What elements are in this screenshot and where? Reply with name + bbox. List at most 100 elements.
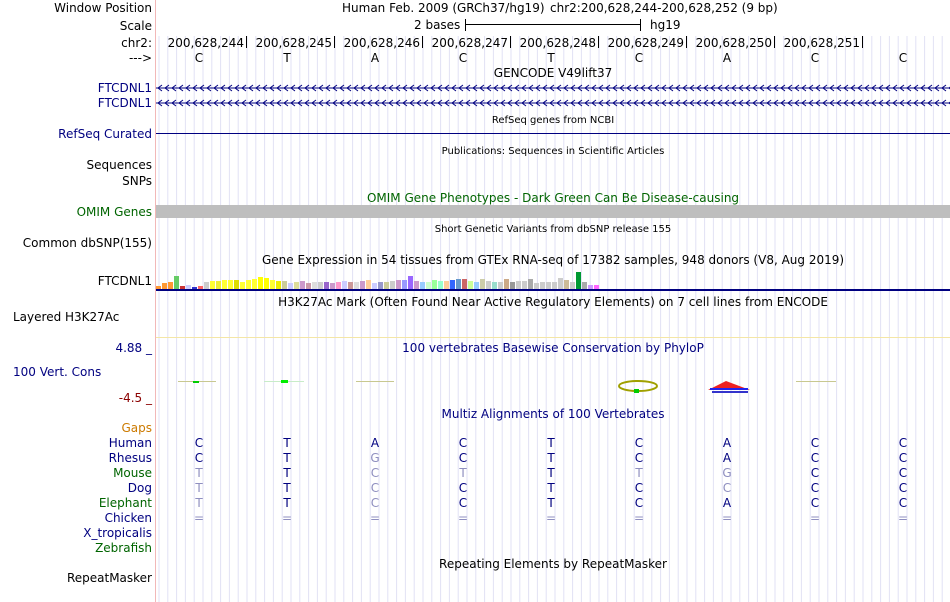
gtex-tissue-bar[interactable]	[258, 277, 263, 289]
gtex-tissue-bar[interactable]	[246, 280, 251, 289]
refseq-track-title[interactable]: RefSeq genes from NCBI	[491, 115, 615, 126]
gtex-tissue-bar[interactable]	[546, 282, 551, 289]
omim-gene-bar[interactable]	[156, 205, 950, 218]
gtex-tissue-bar[interactable]	[336, 282, 341, 289]
gtex-tissue-bar[interactable]	[180, 286, 185, 289]
repeatmasker-label[interactable]: RepeatMasker	[66, 571, 152, 585]
gtex-tissue-bar[interactable]	[282, 281, 287, 289]
gaps-label[interactable]: Gaps	[121, 421, 152, 435]
gtex-tissue-bar[interactable]	[534, 283, 539, 289]
h3k27ac-label[interactable]: Layered H3K27Ac	[13, 310, 120, 324]
gtex-tissue-bar[interactable]	[402, 280, 407, 289]
gtex-tissue-bar[interactable]	[240, 282, 245, 289]
gtex-tissue-bar[interactable]	[252, 279, 257, 289]
gtex-tissue-bar[interactable]	[582, 282, 587, 289]
gtex-tissue-bar[interactable]	[210, 281, 215, 289]
gencode-track-title[interactable]: GENCODE V49lift37	[493, 66, 613, 80]
gtex-tissue-bar[interactable]	[390, 281, 395, 289]
gtex-gene-label[interactable]: FTCDNL1	[97, 274, 152, 288]
species-label-zebrafish[interactable]: Zebrafish	[95, 541, 152, 555]
gtex-tissue-bar[interactable]	[558, 278, 563, 289]
gene-model-ftcdnl1-1[interactable]	[156, 81, 950, 95]
refseq-gene-line[interactable]	[156, 133, 950, 134]
gtex-tissue-bar[interactable]	[498, 282, 503, 289]
gtex-tissue-bar[interactable]	[396, 280, 401, 289]
gtex-tissue-bar[interactable]	[276, 281, 281, 289]
omim-track-title[interactable]: OMIM Gene Phenotypes - Dark Green Can Be…	[366, 191, 740, 205]
gtex-tissue-bar[interactable]	[588, 285, 593, 289]
gtex-tissue-bar[interactable]	[564, 280, 569, 289]
gtex-tissue-bar[interactable]	[372, 283, 377, 289]
gtex-tissue-bar[interactable]	[354, 282, 359, 289]
species-label-dog[interactable]: Dog	[127, 481, 152, 495]
gtex-tissue-bar[interactable]	[522, 281, 527, 289]
gtex-tissue-bar[interactable]	[492, 282, 497, 289]
gene-label-ftcdnl1-1[interactable]: FTCDNL1	[97, 81, 152, 95]
gtex-tissue-bar[interactable]	[288, 283, 293, 289]
gtex-tissue-bar[interactable]	[156, 286, 161, 289]
species-label-x_tropicalis[interactable]: X_tropicalis	[83, 526, 152, 540]
gtex-tissue-bar[interactable]	[552, 282, 557, 289]
refseq-label[interactable]: RefSeq Curated	[58, 127, 152, 141]
sequences-label[interactable]: Sequences	[86, 158, 152, 172]
conservation-plot[interactable]	[156, 372, 950, 396]
gtex-expression-bars[interactable]	[156, 266, 950, 289]
gtex-tissue-bar[interactable]	[294, 282, 299, 289]
gtex-tissue-bar[interactable]	[228, 280, 233, 289]
gtex-tissue-bar[interactable]	[312, 282, 317, 289]
gtex-tissue-bar[interactable]	[204, 282, 209, 289]
gtex-tissue-bar[interactable]	[540, 282, 545, 289]
gtex-tissue-bar[interactable]	[162, 283, 167, 289]
gtex-tissue-bar[interactable]	[192, 287, 197, 289]
gtex-tissue-bar[interactable]	[444, 281, 449, 289]
gtex-tissue-bar[interactable]	[378, 282, 383, 289]
gtex-tissue-bar[interactable]	[480, 279, 485, 289]
gtex-tissue-bar[interactable]	[504, 279, 509, 289]
publications-track-title[interactable]: Publications: Sequences in Scientific Ar…	[441, 146, 665, 157]
species-label-chicken[interactable]: Chicken	[104, 511, 152, 525]
gtex-tissue-bar[interactable]	[300, 281, 305, 289]
species-label-rhesus[interactable]: Rhesus	[108, 451, 152, 465]
gtex-tissue-bar[interactable]	[222, 280, 227, 289]
gtex-tissue-bar[interactable]	[318, 282, 323, 289]
gtex-tissue-bar[interactable]	[198, 286, 203, 289]
gtex-tissue-bar[interactable]	[528, 279, 533, 289]
gtex-track-title[interactable]: Gene Expression in 54 tissues from GTEx …	[261, 253, 845, 267]
gtex-tissue-bar[interactable]	[576, 272, 581, 289]
gtex-tissue-bar[interactable]	[360, 281, 365, 289]
gtex-tissue-bar[interactable]	[474, 282, 479, 289]
gtex-tissue-bar[interactable]	[348, 282, 353, 289]
snps-label[interactable]: SNPs	[122, 174, 152, 188]
gtex-tissue-bar[interactable]	[168, 282, 173, 289]
dbsnp-track-title[interactable]: Short Genetic Variants from dbSNP releas…	[434, 224, 672, 235]
cons-label[interactable]: 100 Vert. Cons	[13, 365, 102, 379]
gtex-tissue-bar[interactable]	[570, 282, 575, 289]
gtex-tissue-bar[interactable]	[426, 282, 431, 289]
gtex-tissue-bar[interactable]	[408, 276, 413, 289]
gtex-tissue-bar[interactable]	[516, 281, 521, 289]
gene-label-ftcdnl1-2[interactable]: FTCDNL1	[97, 96, 152, 110]
gtex-tissue-bar[interactable]	[456, 279, 461, 289]
gtex-tissue-bar[interactable]	[468, 281, 473, 289]
gtex-tissue-bar[interactable]	[270, 280, 275, 289]
species-label-mouse[interactable]: Mouse	[113, 466, 152, 480]
gtex-tissue-bar[interactable]	[306, 283, 311, 289]
gtex-tissue-bar[interactable]	[438, 281, 443, 289]
species-label-elephant[interactable]: Elephant	[98, 496, 152, 510]
gtex-tissue-bar[interactable]	[594, 285, 599, 289]
gtex-tissue-bar[interactable]	[324, 282, 329, 289]
gtex-tissue-bar[interactable]	[174, 276, 179, 289]
gtex-tissue-bar[interactable]	[186, 285, 191, 289]
gtex-tissue-bar[interactable]	[450, 280, 455, 289]
gtex-tissue-bar[interactable]	[216, 281, 221, 289]
omim-genes-label[interactable]: OMIM Genes	[76, 205, 152, 219]
gtex-tissue-bar[interactable]	[342, 281, 347, 289]
phylop-track-title[interactable]: 100 vertebrates Basewise Conservation by…	[402, 341, 704, 355]
gtex-tissue-bar[interactable]	[234, 280, 239, 289]
gene-model-ftcdnl1-2[interactable]	[156, 96, 950, 110]
gtex-tissue-bar[interactable]	[264, 278, 269, 289]
gtex-tissue-bar[interactable]	[330, 283, 335, 289]
gtex-tissue-bar[interactable]	[462, 279, 467, 289]
gtex-tissue-bar[interactable]	[486, 281, 491, 289]
gtex-tissue-bar[interactable]	[366, 280, 371, 289]
